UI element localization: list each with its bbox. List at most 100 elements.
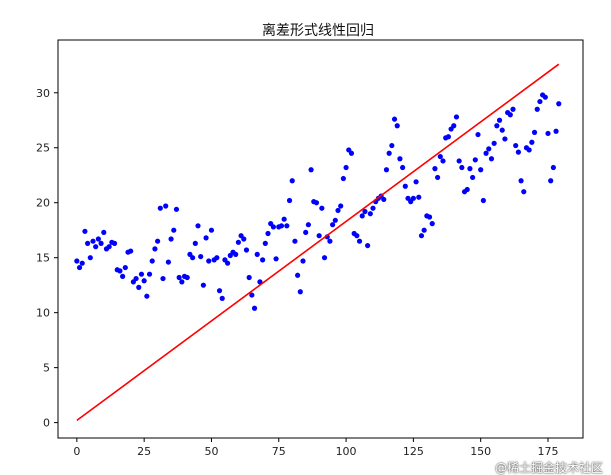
data-point: [101, 229, 107, 236]
data-point: [270, 224, 276, 230]
data-point: [200, 282, 206, 288]
data-point: [95, 236, 101, 242]
data-point: [529, 139, 535, 145]
data-point: [281, 216, 287, 222]
data-point: [219, 295, 225, 301]
data-point: [553, 128, 559, 134]
data-point: [327, 238, 333, 244]
data-point: [416, 194, 422, 200]
data-point: [98, 240, 104, 246]
data-point: [184, 274, 190, 281]
data-point: [208, 227, 215, 233]
data-point: [120, 273, 126, 279]
data-point: [106, 244, 112, 250]
data-point: [451, 123, 457, 129]
data-point: [413, 179, 419, 185]
data-point: [556, 101, 562, 107]
data-point: [313, 200, 320, 206]
data-point: [410, 195, 416, 201]
data-point: [117, 268, 123, 274]
x-tick-label: 100: [336, 445, 357, 458]
data-point: [356, 238, 363, 244]
data-point: [85, 240, 91, 246]
data-point: [531, 129, 538, 135]
y-tick-label: 10: [36, 307, 50, 320]
data-point: [136, 284, 142, 290]
data-point: [122, 264, 128, 271]
data-point: [284, 223, 290, 229]
data-point: [165, 259, 171, 265]
data-point: [214, 255, 220, 261]
data-point: [402, 183, 408, 189]
data-point: [491, 140, 497, 146]
data-point: [316, 233, 322, 239]
data-point: [286, 197, 293, 204]
data-point: [179, 279, 185, 285]
data-point: [478, 167, 484, 173]
x-tick-label: 175: [538, 445, 559, 458]
data-point: [233, 251, 239, 257]
data-point: [421, 227, 427, 233]
x-tick-label: 0: [73, 445, 80, 458]
data-point: [397, 156, 403, 162]
data-point: [254, 251, 260, 257]
data-point: [432, 166, 438, 172]
data-point: [303, 229, 309, 236]
data-point: [340, 175, 346, 182]
data-point: [502, 136, 508, 142]
data-point: [155, 238, 161, 244]
data-point: [265, 230, 271, 237]
data-point: [74, 258, 80, 264]
data-point: [496, 117, 503, 123]
data-point: [133, 275, 139, 282]
data-point: [526, 147, 532, 153]
data-point: [370, 205, 376, 211]
data-point: [216, 288, 223, 294]
data-point: [332, 217, 338, 223]
data-point: [146, 271, 153, 277]
data-point: [513, 142, 519, 149]
data-point: [308, 167, 314, 173]
data-point: [437, 153, 443, 160]
data-point: [515, 149, 521, 155]
data-point: [319, 205, 325, 211]
data-point: [235, 239, 241, 245]
data-point: [138, 271, 145, 277]
data-point: [359, 213, 365, 219]
data-point: [483, 150, 489, 156]
data-point: [548, 178, 554, 184]
data-point: [510, 106, 516, 112]
data-point: [79, 260, 85, 266]
data-point: [389, 142, 395, 149]
data-point: [418, 233, 425, 239]
y-tick-label: 5: [43, 362, 50, 375]
y-tick-label: 20: [36, 197, 50, 210]
data-point: [251, 305, 258, 311]
data-point: [470, 174, 476, 181]
chart-title: 离差形式线性回归: [262, 22, 374, 39]
y-tick-label: 25: [36, 142, 50, 155]
data-point: [365, 242, 371, 249]
data-point: [76, 264, 83, 271]
data-point: [456, 158, 462, 164]
data-point: [394, 123, 400, 129]
data-point: [321, 255, 328, 261]
data-point: [163, 203, 169, 209]
data-point: [550, 164, 556, 171]
x-tick-label: 125: [403, 445, 424, 458]
y-tick-label: 0: [43, 417, 50, 430]
data-point: [367, 211, 373, 217]
data-point: [445, 134, 451, 140]
data-point: [190, 255, 196, 261]
data-point: [111, 240, 118, 246]
data-point: [338, 203, 344, 209]
data-point: [249, 292, 255, 298]
x-tick-label: 50: [204, 445, 218, 458]
data-point: [292, 238, 298, 244]
data-point: [168, 236, 174, 242]
data-point: [335, 207, 341, 214]
data-point: [467, 166, 473, 172]
data-point: [488, 156, 495, 162]
data-point: [381, 196, 387, 203]
